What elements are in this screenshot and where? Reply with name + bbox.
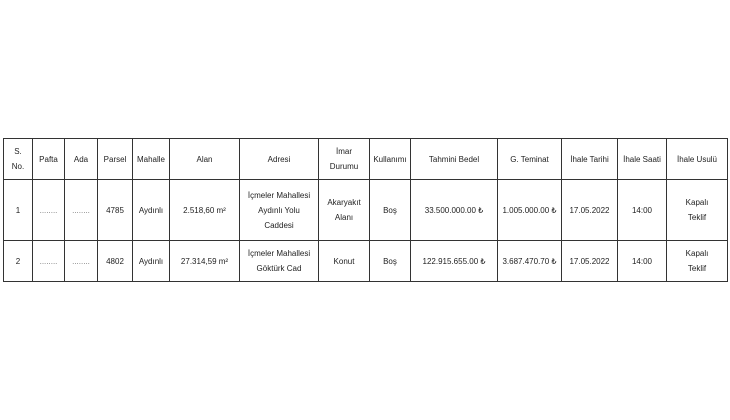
cell-no: 1 bbox=[3, 179, 33, 241]
cell-usul: Kapalı Teklif bbox=[666, 179, 728, 241]
header-text: Mahalle bbox=[136, 154, 165, 164]
header-text: Ada bbox=[73, 154, 89, 164]
cell-imar: Akaryakıt Alanı bbox=[318, 179, 370, 241]
column-header: İhale Usulü bbox=[666, 138, 728, 180]
cell-line: İçmeler Mahallesi bbox=[247, 249, 311, 258]
column-header: G. Teminat bbox=[497, 138, 562, 180]
cell-bedel: 122.915.655.00 ₺ bbox=[410, 240, 498, 282]
header-text: Parsel bbox=[103, 154, 127, 164]
column-header: Parsel bbox=[97, 138, 133, 180]
column-header: Tahmini Bedel bbox=[410, 138, 498, 180]
table-row: 1................ 4785 Aydınlı 2.518,60 m² İ… bbox=[3, 179, 728, 241]
cell-ada: ........ bbox=[64, 179, 98, 241]
header-text: İhale Usulü bbox=[676, 154, 718, 164]
cell-line: Teklif bbox=[687, 264, 707, 273]
column-header: İhale Tarihi bbox=[561, 138, 618, 180]
cell-bedel: 33.500.000.00 ₺ bbox=[410, 179, 498, 241]
auction-table: S. No. Pafta Ada Parsel Mahalle Alan Adresi İmar… bbox=[3, 138, 728, 282]
cell-mahalle: Aydınlı bbox=[132, 240, 170, 282]
cell-no: 2 bbox=[3, 240, 33, 282]
cell-mahalle: Aydınlı bbox=[132, 179, 170, 241]
cell-parsel: 4802 bbox=[97, 240, 133, 282]
cell-line: Akaryakıt bbox=[327, 198, 361, 207]
table-row: 2................ 4802 Aydınlı 27.314,59 m²… bbox=[3, 240, 728, 282]
column-header: Kullanımı bbox=[369, 138, 411, 180]
column-header: Mahalle bbox=[132, 138, 170, 180]
header-text: Durumu bbox=[329, 162, 359, 171]
cell-pafta: ........ bbox=[32, 240, 65, 282]
cell-tarih: 17.05.2022 bbox=[561, 179, 618, 241]
header-text: Alan bbox=[196, 154, 213, 164]
column-header: İhale Saati bbox=[617, 138, 667, 180]
header-text: Kullanımı bbox=[373, 154, 407, 164]
cell-line: Kapalı bbox=[685, 249, 709, 258]
header-text: İmar bbox=[336, 147, 352, 156]
cell-kullanim: Boş bbox=[369, 179, 411, 241]
column-header: Pafta bbox=[32, 138, 65, 180]
header-text: No. bbox=[11, 162, 25, 171]
cell-line: Konut bbox=[333, 256, 355, 266]
header-row: S. No. Pafta Ada Parsel Mahalle Alan Adresi İmar… bbox=[3, 138, 728, 180]
column-header: Ada bbox=[64, 138, 98, 180]
column-header: S. No. bbox=[3, 138, 33, 180]
cell-line: Alanı bbox=[334, 213, 354, 222]
cell-saat: 14:00 bbox=[617, 179, 667, 241]
header-text: İhale Saati bbox=[623, 154, 661, 164]
header-text: S. bbox=[14, 147, 22, 156]
cell-adres: İçmeler Mahallesi Aydınlı Yolu Caddesi bbox=[239, 179, 319, 241]
cell-imar: Konut bbox=[318, 240, 370, 282]
cell-line: İçmeler Mahallesi bbox=[247, 190, 311, 200]
cell-saat: 14:00 bbox=[617, 240, 667, 282]
cell-pafta: ........ bbox=[32, 179, 65, 241]
cell-teminat: 3.687.470.70 ₺ bbox=[497, 240, 562, 282]
cell-line: Teklif bbox=[687, 213, 707, 222]
cell-usul: Kapalı Teklif bbox=[666, 240, 728, 282]
cell-parsel: 4785 bbox=[97, 179, 133, 241]
cell-line: Kapalı bbox=[685, 198, 709, 207]
column-header: Adresi bbox=[239, 138, 319, 180]
header-text: Tahmini Bedel bbox=[428, 154, 480, 164]
cell-alan: 27.314,59 m² bbox=[169, 240, 240, 282]
cell-ada: ........ bbox=[64, 240, 98, 282]
cell-adres: İçmeler Mahallesi Göktürk Cad bbox=[239, 240, 319, 282]
header-text: İhale Tarihi bbox=[570, 154, 609, 164]
cell-kullanim: Boş bbox=[369, 240, 411, 282]
cell-tarih: 17.05.2022 bbox=[561, 240, 618, 282]
column-header: İmar Durumu bbox=[318, 138, 370, 180]
header-text: G. Teminat bbox=[510, 154, 549, 164]
cell-alan: 2.518,60 m² bbox=[169, 179, 240, 241]
header-text: Adresi bbox=[267, 154, 291, 164]
cell-teminat: 1.005.000.00 ₺ bbox=[497, 179, 562, 241]
cell-line: Aydınlı Yolu bbox=[258, 205, 300, 215]
column-header: Alan bbox=[169, 138, 240, 180]
cell-line: Göktürk Cad bbox=[256, 264, 302, 273]
header-text: Pafta bbox=[39, 154, 58, 164]
cell-line: Caddesi bbox=[264, 220, 294, 230]
